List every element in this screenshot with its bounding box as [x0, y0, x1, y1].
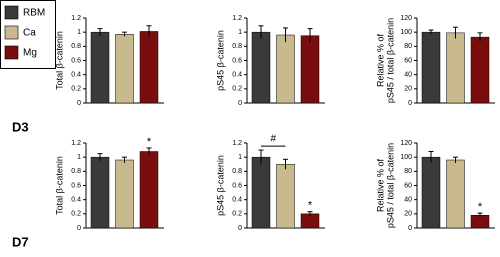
- y-tick-label: 0: [77, 225, 81, 232]
- bar: [90, 31, 110, 104]
- y-axis-label: pS45 / total β-catenin: [385, 18, 395, 103]
- y-tick-label: 20: [404, 86, 412, 93]
- annotation: *: [147, 136, 152, 148]
- annotation: *: [478, 201, 483, 213]
- y-tick-label: 0.2: [232, 86, 242, 93]
- y-tick-label: 1.2: [71, 15, 81, 22]
- legend-label: RBM: [23, 8, 45, 19]
- y-tick-label: 0.4: [232, 72, 242, 79]
- legend-swatch: [4, 5, 19, 20]
- y-tick-label: 0.4: [71, 72, 81, 79]
- y-tick-label: 0: [77, 100, 81, 107]
- y-tick-label: 0.8: [71, 168, 81, 175]
- bar: [115, 159, 134, 229]
- legend-box: [0, 0, 56, 69]
- bar: [90, 156, 110, 229]
- row-label: D3: [12, 119, 29, 134]
- y-tick-label: 0.6: [232, 182, 242, 189]
- y-axis-label: Relative % of: [375, 33, 385, 87]
- y-tick-label: 80: [404, 43, 412, 50]
- y-tick-label: 1: [238, 29, 242, 36]
- bar: [470, 36, 490, 104]
- y-tick-label: 0.4: [71, 197, 81, 204]
- y-tick-label: 0.6: [232, 57, 242, 64]
- legend-swatch: [4, 45, 19, 60]
- y-tick-label: 120: [400, 140, 412, 147]
- y-tick-label: 0.8: [71, 43, 81, 50]
- y-tick-label: 120: [400, 15, 412, 22]
- bar: [421, 156, 441, 229]
- y-axis-label: pS45 β-catenin: [215, 155, 225, 216]
- y-axis-label: pS45 / total β-catenin: [385, 143, 395, 228]
- y-tick-label: 0.8: [232, 168, 242, 175]
- legend-swatch: [4, 25, 19, 40]
- y-tick-label: 60: [404, 182, 412, 189]
- row-label: D7: [12, 234, 29, 249]
- bar: [251, 156, 271, 229]
- y-tick-label: 0.2: [232, 211, 242, 218]
- y-tick-label: 1.2: [232, 140, 242, 147]
- legend-label: Mg: [23, 48, 37, 59]
- y-axis-label: pS45 β-catenin: [215, 30, 225, 91]
- y-tick-label: 0.2: [71, 86, 81, 93]
- bar: [251, 31, 271, 104]
- y-axis-label: Total β-catenin: [54, 156, 64, 215]
- annotation: *: [308, 200, 313, 212]
- bar: [276, 34, 295, 104]
- y-tick-label: 40: [404, 197, 412, 204]
- y-tick-label: 20: [404, 211, 412, 218]
- bar: [139, 151, 159, 229]
- y-tick-label: 0.2: [71, 211, 81, 218]
- bar: [139, 31, 159, 104]
- y-tick-label: 1.2: [71, 140, 81, 147]
- y-tick-label: 0.6: [71, 57, 81, 64]
- y-tick-label: 60: [404, 57, 412, 64]
- y-tick-label: 0: [238, 100, 242, 107]
- bar: [276, 164, 295, 229]
- y-tick-label: 1: [77, 154, 81, 161]
- legend-label: Ca: [23, 28, 36, 39]
- y-tick-label: 100: [400, 29, 412, 36]
- y-tick-label: 1: [238, 154, 242, 161]
- y-axis-label: Total β-catenin: [54, 31, 64, 90]
- y-tick-label: 0: [408, 100, 412, 107]
- y-tick-label: 0.8: [232, 43, 242, 50]
- bar: [446, 159, 465, 229]
- annotation: #: [270, 134, 276, 145]
- y-tick-label: 100: [400, 154, 412, 161]
- y-tick-label: 1.2: [232, 15, 242, 22]
- y-tick-label: 0: [238, 225, 242, 232]
- bar: [115, 34, 134, 104]
- y-tick-label: 0.6: [71, 182, 81, 189]
- y-tick-label: 0.4: [232, 197, 242, 204]
- y-tick-label: 80: [404, 168, 412, 175]
- y-tick-label: 1: [77, 29, 81, 36]
- bar: [446, 32, 465, 104]
- y-tick-label: 40: [404, 72, 412, 79]
- y-tick-label: 0: [408, 225, 412, 232]
- y-axis-label: Relative % of: [375, 158, 385, 212]
- bar: [300, 35, 320, 104]
- bar: [421, 31, 441, 104]
